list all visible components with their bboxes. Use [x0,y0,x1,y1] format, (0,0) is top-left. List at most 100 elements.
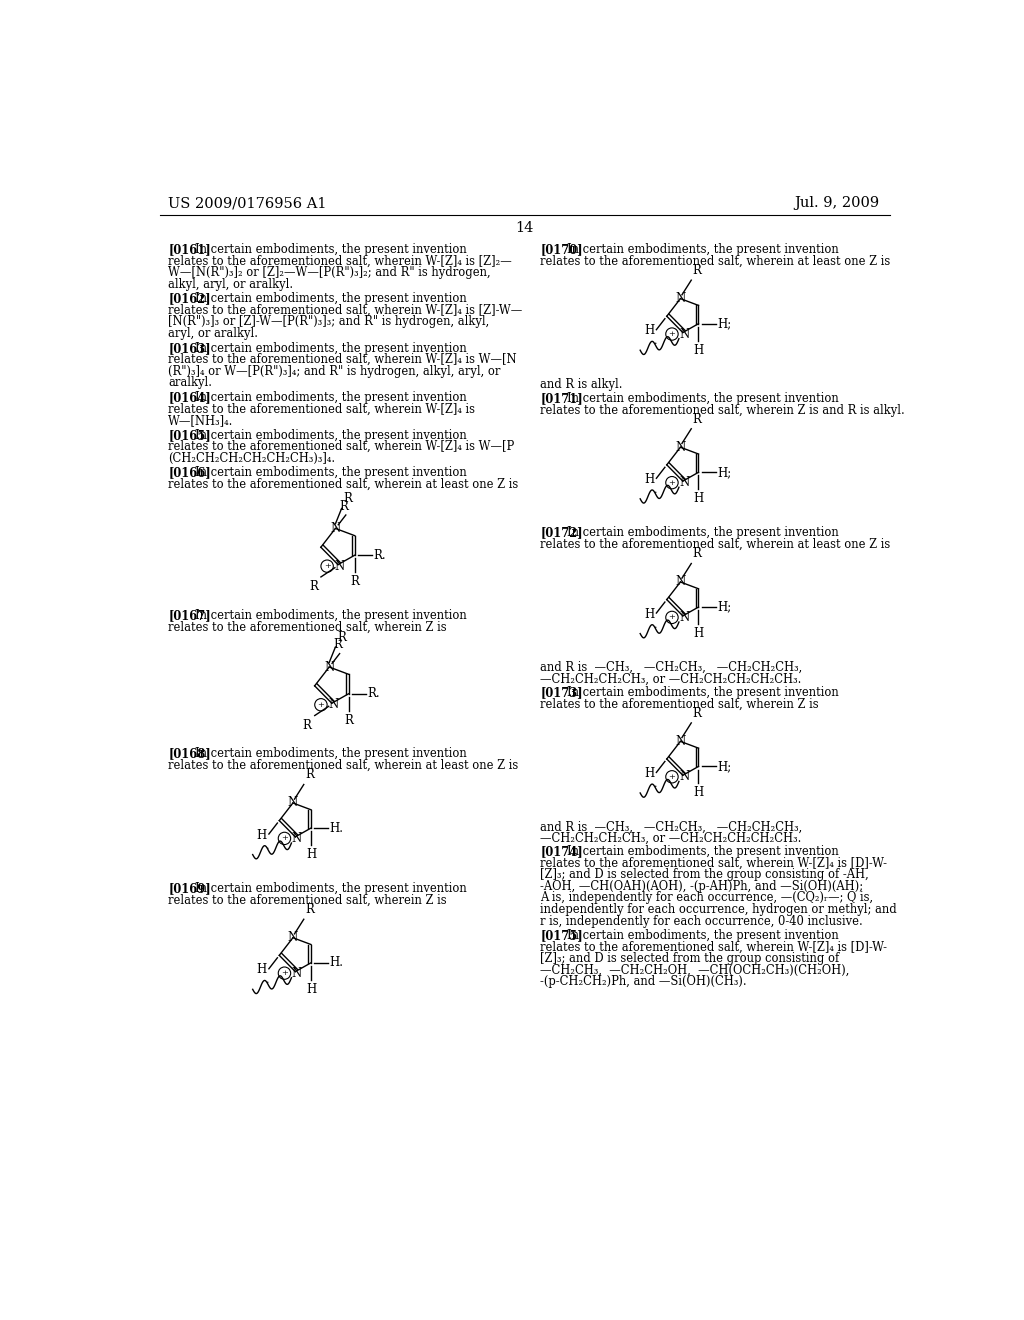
Text: relates to the aforementioned salt, wherein W-[Z]₄ is [Z]₂—: relates to the aforementioned salt, wher… [168,255,512,268]
Text: relates to the aforementioned salt, wherein W-[Z]₄ is: relates to the aforementioned salt, wher… [168,403,475,416]
Text: [0169]: [0169] [168,882,211,895]
Text: R: R [337,631,346,644]
Text: N: N [331,521,341,535]
Text: [0163]: [0163] [168,342,211,355]
Text: R: R [309,579,317,593]
Text: R: R [693,264,701,277]
Text: R: R [334,638,342,651]
Text: R: R [693,548,701,561]
Text: [0175]: [0175] [541,929,583,942]
Text: relates to the aforementioned salt, wherein W-[Z]₄ is [D]-W-: relates to the aforementioned salt, wher… [541,857,888,870]
Text: [0162]: [0162] [168,293,211,305]
Text: In certain embodiments, the present invention: In certain embodiments, the present inve… [195,466,467,479]
Text: 14: 14 [516,222,534,235]
Text: relates to the aforementioned salt, wherein W-[Z]₄ is W—[P: relates to the aforementioned salt, wher… [168,441,514,453]
Text: +: + [281,834,288,842]
Text: —CH₂CH₂CH₂CH₃, or —CH₂CH₂CH₂CH₂CH₃.: —CH₂CH₂CH₂CH₃, or —CH₂CH₂CH₂CH₂CH₃. [541,673,802,686]
Text: In certain embodiments, the present invention: In certain embodiments, the present inve… [566,686,839,698]
Text: +: + [669,479,676,487]
Text: independently for each occurrence, hydrogen or methyl; and: independently for each occurrence, hydro… [541,903,897,916]
Text: In certain embodiments, the present invention: In certain embodiments, the present inve… [195,882,467,895]
Text: (CH₂CH₂CH₂CH₂CH₂CH₃)₃]₄.: (CH₂CH₂CH₂CH₂CH₂CH₃)₃]₄. [168,451,336,465]
Text: R: R [305,903,314,916]
Text: [0167]: [0167] [168,609,211,622]
Text: N: N [288,931,298,944]
Text: +: + [317,701,325,709]
Text: and R is  —CH₃,   —CH₂CH₃,   —CH₂CH₂CH₃,: and R is —CH₃, —CH₂CH₃, —CH₂CH₂CH₃, [541,661,803,675]
Text: H: H [257,964,267,977]
Text: N: N [292,966,302,979]
Text: +: + [281,969,288,977]
Text: .: . [653,779,657,789]
Text: [0164]: [0164] [168,391,211,404]
Text: [N(R")₃]₃ or [Z]-W—[P(R")₃]₃; and R" is hydrogen, alkyl,: [N(R")₃]₃ or [Z]-W—[P(R")₃]₃; and R" is … [168,315,489,329]
Text: Jul. 9, 2009: Jul. 9, 2009 [795,197,880,210]
Text: N: N [292,832,302,845]
Text: N: N [675,292,685,305]
Text: .: . [653,484,657,495]
Text: In certain embodiments, the present invention: In certain embodiments, the present inve… [195,293,467,305]
Text: In certain embodiments, the present invention: In certain embodiments, the present inve… [195,342,467,355]
Text: H: H [644,767,654,780]
Text: .: . [653,619,657,630]
Text: R: R [340,499,348,512]
Text: [0170]: [0170] [541,243,583,256]
Text: relates to the aforementioned salt, wherein W-[Z]₄ is [D]-W-: relates to the aforementioned salt, wher… [541,941,888,954]
Text: H;: H; [717,466,731,479]
Text: +: + [669,330,676,338]
Text: In certain embodiments, the present invention: In certain embodiments, the present inve… [195,609,467,622]
Text: —CH₂CH₃,  —CH₂CH₂OH,  —CH(OCH₂CH₃)(CH₂OH),: —CH₂CH₃, —CH₂CH₂OH, —CH(OCH₂CH₃)(CH₂OH), [541,964,850,977]
Text: relates to the aforementioned salt, wherein Z is: relates to the aforementioned salt, wher… [541,697,819,710]
Text: R: R [350,576,359,589]
Text: .: . [266,975,269,986]
Text: H: H [644,473,654,486]
Text: R: R [693,413,701,425]
Text: R.: R. [368,688,380,701]
Text: -AOH, —CH(OAH)(AOH), -(p-AH)Ph, and —Si(OH)(AH);: -AOH, —CH(OAH)(AOH), -(p-AH)Ph, and —Si(… [541,880,863,892]
Text: In certain embodiments, the present invention: In certain embodiments, the present inve… [566,243,839,256]
Text: [0168]: [0168] [168,747,211,760]
Text: A is, independently for each occurrence, —(CQ₂)ᵣ—; Q is,: A is, independently for each occurrence,… [541,891,873,904]
Text: [0173]: [0173] [541,686,583,698]
Text: H.: H. [330,821,344,834]
Text: N: N [675,735,685,748]
Text: relates to the aforementioned salt, wherein Z is: relates to the aforementioned salt, wher… [168,620,446,634]
Text: relates to the aforementioned salt, wherein Z is and R is alkyl.: relates to the aforementioned salt, wher… [541,404,905,417]
Text: relates to the aforementioned salt, wherein at least one Z is: relates to the aforementioned salt, wher… [541,539,891,550]
Text: +: + [669,614,676,622]
Text: In certain embodiments, the present invention: In certain embodiments, the present inve… [566,527,839,540]
Text: and R is  —CH₃,   —CH₂CH₃,   —CH₂CH₂CH₃,: and R is —CH₃, —CH₂CH₃, —CH₂CH₂CH₃, [541,821,803,834]
Text: N: N [679,611,689,624]
Text: relates to the aforementioned salt, wherein W-[Z]₄ is W—[N: relates to the aforementioned salt, wher… [168,354,517,366]
Text: N: N [675,576,685,589]
Text: -(p-CH₂CH₂)Ph, and —Si(OH)(CH₃).: -(p-CH₂CH₂)Ph, and —Si(OH)(CH₃). [541,975,746,989]
Text: H: H [693,787,703,800]
Text: [0171]: [0171] [541,392,583,405]
Text: r is, independently for each occurrence, 0-40 inclusive.: r is, independently for each occurrence,… [541,915,863,928]
Text: N: N [679,327,689,341]
Text: H: H [644,325,654,338]
Text: H: H [693,492,703,506]
Text: relates to the aforementioned salt, wherein W-[Z]₄ is [Z]-W—: relates to the aforementioned salt, wher… [168,304,522,317]
Text: H;: H; [717,760,731,774]
Text: —CH₂CH₂CH₂CH₃, or —CH₂CH₂CH₂CH₂CH₃.: —CH₂CH₂CH₂CH₃, or —CH₂CH₂CH₂CH₂CH₃. [541,832,802,845]
Text: H: H [644,607,654,620]
Text: +: + [324,562,331,570]
Text: [0165]: [0165] [168,429,211,442]
Text: In certain embodiments, the present invention: In certain embodiments, the present inve… [195,391,467,404]
Text: +: + [669,772,676,781]
Text: R: R [344,714,353,727]
Text: N: N [679,477,689,490]
Text: In certain embodiments, the present invention: In certain embodiments, the present inve… [195,429,467,442]
Text: relates to the aforementioned salt, wherein at least one Z is: relates to the aforementioned salt, wher… [168,478,518,491]
Text: [0166]: [0166] [168,466,211,479]
Text: [Z]₃; and D is selected from the group consisting of -AH,: [Z]₃; and D is selected from the group c… [541,869,869,882]
Text: N: N [325,660,335,673]
Text: H.: H. [330,956,344,969]
Text: relates to the aforementioned salt, wherein at least one Z is: relates to the aforementioned salt, wher… [168,759,518,772]
Text: W—[N(R")₃]₂ or [Z]₂—W—[P(R")₃]₂; and R" is hydrogen,: W—[N(R")₃]₂ or [Z]₂—W—[P(R")₃]₂; and R" … [168,267,490,280]
Text: [0174]: [0174] [541,845,583,858]
Text: R: R [305,768,314,781]
Text: W—[NH₃]₄.: W—[NH₃]₄. [168,414,233,428]
Text: In certain embodiments, the present invention: In certain embodiments, the present inve… [566,929,839,942]
